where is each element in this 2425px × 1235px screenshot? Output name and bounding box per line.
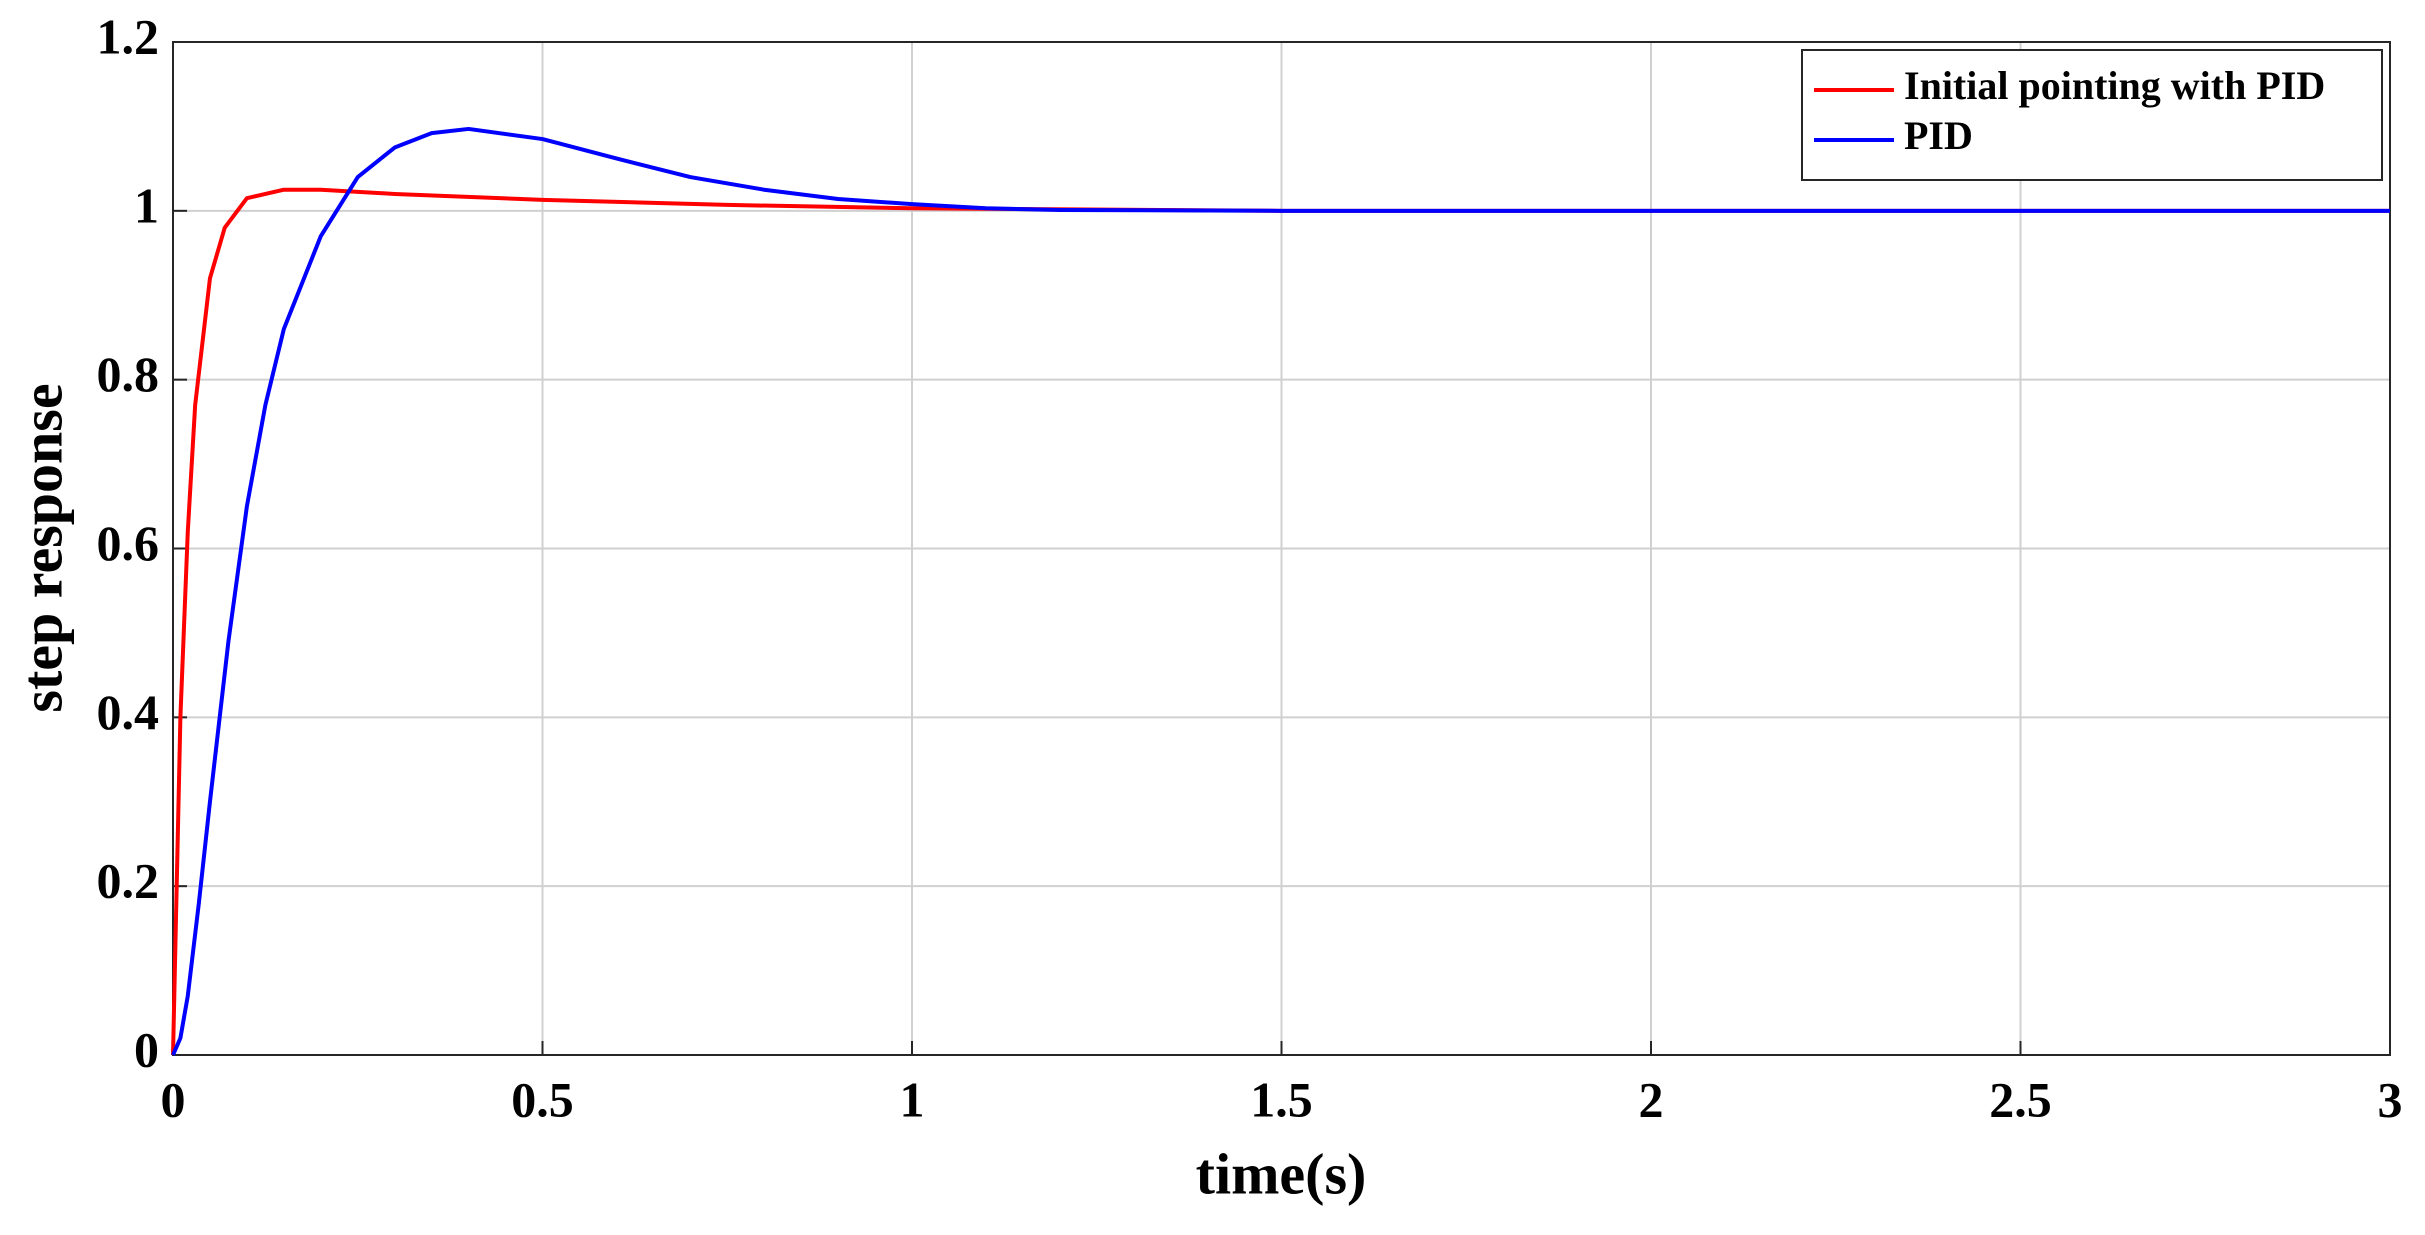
legend-box — [1801, 49, 2383, 181]
y-tick-label: 0 — [134, 1021, 159, 1077]
x-tick-label: 0 — [161, 1071, 186, 1127]
legend-label: PID — [1904, 113, 1973, 158]
x-tick-label: 1 — [900, 1071, 925, 1127]
y-axis-label: step response — [9, 383, 74, 712]
x-axis-label: time(s) — [1196, 1141, 1367, 1206]
plot-frame — [172, 41, 2391, 1056]
x-tick-label: 0.5 — [511, 1071, 574, 1127]
series-line — [171, 126, 2390, 1056]
legend-label: Initial pointing with PID — [1904, 63, 2325, 108]
y-tick-label: 0.2 — [97, 853, 160, 909]
x-tick-label: 2 — [1639, 1071, 1664, 1127]
y-tick-label: 0.4 — [97, 684, 160, 740]
y-tick-label: 1.2 — [97, 8, 160, 64]
y-tick-label: 0.6 — [97, 515, 160, 571]
x-tick-label: 3 — [2378, 1071, 2403, 1127]
y-tick-label: 1 — [134, 177, 159, 233]
x-tick-label: 1.5 — [1250, 1071, 1313, 1127]
y-tick-label: 0.8 — [97, 346, 160, 402]
x-tick-label: 2.5 — [1989, 1071, 2052, 1127]
